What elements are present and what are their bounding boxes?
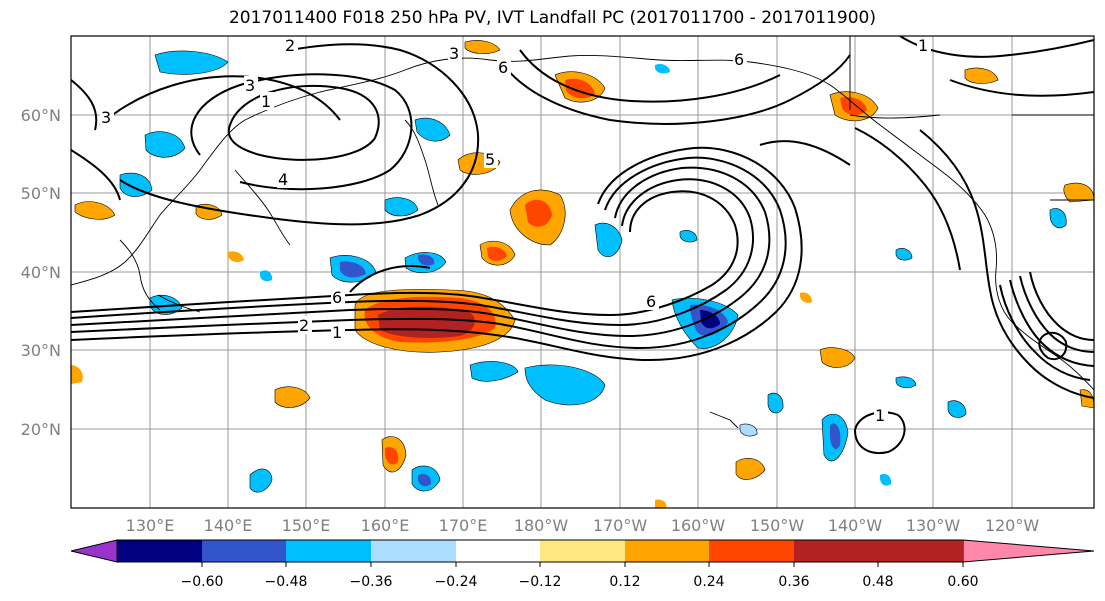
latitude-labels: 60°N 50°N 40°N 30°N 20°N bbox=[21, 106, 61, 439]
contour-label: 1 bbox=[261, 92, 271, 111]
contour-label: 2 bbox=[299, 316, 309, 335]
colorbar-segment bbox=[540, 540, 625, 562]
colorbar-tick-label: 0.12 bbox=[609, 574, 640, 590]
colorbar-segment bbox=[202, 540, 286, 562]
colorbar-segment bbox=[709, 540, 794, 562]
lat-label-30n: 30°N bbox=[21, 341, 61, 360]
colorbar-extend-high bbox=[962, 539, 1095, 563]
lat-label-20n: 20°N bbox=[21, 420, 61, 439]
contour-label: 5 bbox=[485, 150, 495, 169]
colorbar-tick-label: −0.12 bbox=[519, 574, 562, 590]
contour-label: 2 bbox=[285, 36, 295, 55]
lon-label: 150°W bbox=[750, 516, 805, 535]
lon-label: 170°E bbox=[439, 516, 488, 535]
longitude-labels: 130°E 140°E 150°E 160°E 170°E 180°W 170°… bbox=[126, 516, 1040, 535]
lon-label: 130°E bbox=[126, 516, 175, 535]
lon-label: 180°W bbox=[514, 516, 569, 535]
colorbar-segment bbox=[625, 540, 709, 562]
colorbar: −0.60 −0.48 −0.36 −0.24 −0.12 0.12 0.24 … bbox=[70, 539, 1095, 590]
colorbar-tick-label: 0.48 bbox=[862, 574, 893, 590]
contour-label: 1 bbox=[918, 36, 928, 55]
contour-label: 3 bbox=[449, 44, 459, 63]
colorbar-segment bbox=[794, 540, 878, 562]
lon-label: 160°W bbox=[671, 516, 726, 535]
colorbar-tick-label: −0.24 bbox=[435, 574, 478, 590]
lon-label: 160°E bbox=[361, 516, 410, 535]
colorbar-segment bbox=[117, 540, 202, 562]
contour-label: 4 bbox=[278, 170, 288, 189]
pv-contours bbox=[71, 36, 1094, 454]
lon-label: 150°E bbox=[282, 516, 331, 535]
colorbar-segment bbox=[456, 540, 540, 562]
contour-label: 6 bbox=[498, 58, 508, 77]
map-frame bbox=[70, 35, 1095, 509]
contour-label: 6 bbox=[646, 292, 656, 311]
colorbar-tick-label: −0.36 bbox=[350, 574, 393, 590]
colorbar-tick-label: 0.60 bbox=[947, 574, 978, 590]
colorbar-tick-label: 0.36 bbox=[778, 574, 809, 590]
colorbar-segment bbox=[371, 540, 456, 562]
lon-label: 140°E bbox=[204, 516, 253, 535]
negative-shading bbox=[119, 50, 1067, 493]
colorbar-extend-low bbox=[70, 539, 118, 563]
contour-label: 1 bbox=[875, 406, 885, 425]
lat-label-60n: 60°N bbox=[21, 106, 61, 125]
contour-label: 6 bbox=[734, 50, 744, 69]
contour-label: 3 bbox=[101, 108, 111, 127]
contour-label: 3 bbox=[245, 76, 255, 95]
lon-label: 140°W bbox=[828, 516, 883, 535]
contour-label: 6 bbox=[332, 288, 342, 307]
colorbar-segment bbox=[286, 540, 371, 562]
map-title: 2017011400 F018 250 hPa PV, IVT Landfall… bbox=[228, 8, 876, 28]
lat-label-50n: 50°N bbox=[21, 184, 61, 203]
colorbar-tick-label: −0.48 bbox=[265, 574, 308, 590]
lon-label: 120°W bbox=[985, 516, 1040, 535]
lon-label: 170°W bbox=[593, 516, 648, 535]
contour-labels: 6 2 1 4 3 1 2 3 6 6 1 5 6 1 3 bbox=[100, 36, 931, 425]
colorbar-segment bbox=[878, 540, 963, 562]
colorbar-tick-label: 0.24 bbox=[693, 574, 724, 590]
colorbar-tick-label: −0.60 bbox=[181, 574, 224, 590]
contour-label: 1 bbox=[332, 323, 342, 342]
lat-label-40n: 40°N bbox=[21, 263, 61, 282]
lon-label: 130°W bbox=[906, 516, 961, 535]
